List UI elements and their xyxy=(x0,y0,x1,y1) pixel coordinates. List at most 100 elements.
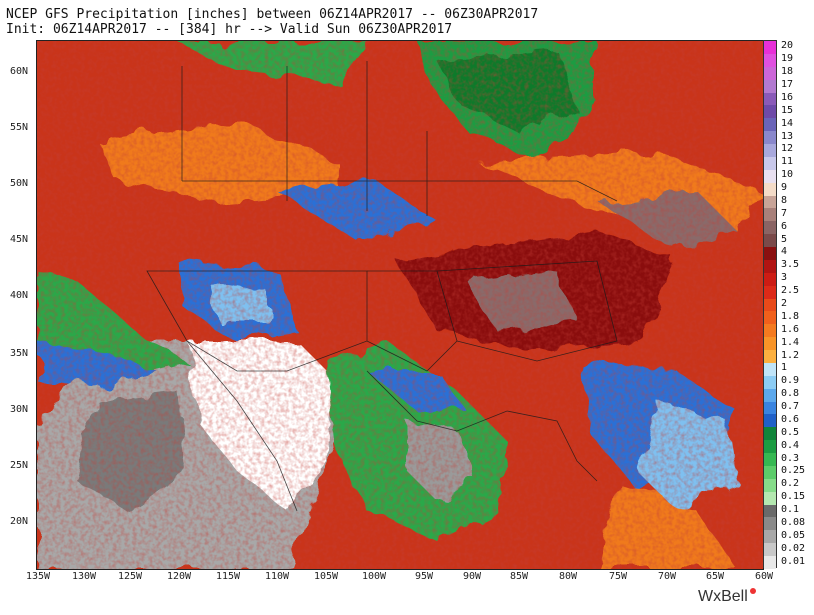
scale-label: 3.5 xyxy=(781,259,800,271)
color-swatch xyxy=(764,324,776,338)
lon-label: 125W xyxy=(117,571,143,582)
scale-label: 0.9 xyxy=(781,375,800,387)
color-swatch xyxy=(764,144,776,158)
scale-label: 0.08 xyxy=(781,516,806,528)
precip-color-scale xyxy=(763,40,777,570)
scale-label: 18 xyxy=(781,66,794,78)
scale-label: 0.8 xyxy=(781,388,800,400)
scale-label: 0.2 xyxy=(781,478,800,490)
lon-label: 70W xyxy=(657,571,677,582)
wxbell-logo: WxBell xyxy=(698,588,756,606)
lon-label: 80W xyxy=(558,571,578,582)
lat-label: 45N xyxy=(10,234,29,245)
lat-label: 60N xyxy=(10,66,29,77)
scale-label: 14 xyxy=(781,117,794,129)
color-swatch xyxy=(764,427,776,441)
color-swatch xyxy=(764,208,776,222)
scale-label: 0.01 xyxy=(781,555,806,567)
lon-label: 75W xyxy=(608,571,628,582)
color-swatch xyxy=(764,453,776,467)
scale-label: 0.05 xyxy=(781,529,806,541)
color-swatch xyxy=(764,66,776,81)
lat-label: 40N xyxy=(10,290,29,301)
lat-label: 30N xyxy=(10,404,29,415)
scale-label: 9 xyxy=(781,182,788,194)
lon-label: 95W xyxy=(414,571,434,582)
color-swatch xyxy=(764,221,776,235)
scale-label: 17 xyxy=(781,79,794,91)
lon-label: 135W xyxy=(25,571,51,582)
lat-label: 35N xyxy=(10,348,29,359)
precip-map xyxy=(36,40,764,570)
color-swatch xyxy=(764,92,776,106)
color-swatch xyxy=(764,478,776,493)
lat-label: 20N xyxy=(10,516,29,527)
color-swatch xyxy=(764,530,776,544)
scale-label: 5 xyxy=(781,233,788,245)
color-swatch xyxy=(764,517,776,531)
scale-label: 13 xyxy=(781,130,794,142)
color-swatch xyxy=(764,388,776,403)
scale-label: 0.15 xyxy=(781,491,806,503)
lon-label: 90W xyxy=(462,571,482,582)
color-swatch xyxy=(764,105,776,119)
init-valid-line: Init: 06Z14APR2017 -- [384] hr --> Valid… xyxy=(6,22,453,37)
color-swatch xyxy=(764,79,776,93)
color-swatch xyxy=(764,556,776,570)
color-swatch xyxy=(764,118,776,132)
color-swatch xyxy=(764,234,776,248)
scale-label: 1.8 xyxy=(781,310,800,322)
lat-label: 55N xyxy=(10,122,29,133)
color-swatch xyxy=(764,247,776,261)
scale-label: 10 xyxy=(781,169,794,181)
brand-dot-icon xyxy=(749,588,756,594)
scale-label: 0.02 xyxy=(781,542,806,554)
lon-label: 110W xyxy=(264,571,290,582)
lon-label: 100W xyxy=(361,571,387,582)
color-swatch xyxy=(764,491,776,506)
color-swatch xyxy=(764,272,776,287)
lon-label: 85W xyxy=(509,571,529,582)
scale-label: 0.25 xyxy=(781,465,806,477)
color-swatch xyxy=(764,285,776,300)
color-swatch xyxy=(764,414,776,428)
lon-label: 60W xyxy=(754,571,774,582)
color-swatch xyxy=(764,298,776,312)
color-swatch xyxy=(764,182,776,197)
scale-label: 4 xyxy=(781,246,788,258)
lat-label: 25N xyxy=(10,460,29,471)
color-swatch xyxy=(764,195,776,209)
lon-label: 120W xyxy=(166,571,192,582)
color-swatch xyxy=(764,401,776,415)
scale-label: 20 xyxy=(781,40,794,52)
chart-title: NCEP GFS Precipitation [inches] between … xyxy=(6,7,539,22)
scale-label: 19 xyxy=(781,53,794,65)
color-swatch xyxy=(764,362,776,377)
brand-name: WxBell xyxy=(698,588,748,605)
scale-label: 0.4 xyxy=(781,439,800,451)
color-swatch xyxy=(764,504,776,518)
scale-label: 0.6 xyxy=(781,413,800,425)
lon-label: 130W xyxy=(71,571,97,582)
color-swatch xyxy=(764,156,776,171)
color-swatch xyxy=(764,169,776,184)
lon-label: 105W xyxy=(313,571,339,582)
scale-label: 2 xyxy=(781,298,788,309)
scale-label: 0.7 xyxy=(781,401,800,413)
color-swatch xyxy=(764,259,776,274)
scale-label: 11 xyxy=(781,156,794,168)
scale-label: 0.1 xyxy=(781,504,800,516)
lat-label: 50N xyxy=(10,178,29,189)
lon-label: 65W xyxy=(705,571,725,582)
scale-label: 15 xyxy=(781,104,794,116)
scale-label: 0.3 xyxy=(781,452,800,464)
scale-label: 8 xyxy=(781,194,788,206)
scale-label: 1 xyxy=(781,362,788,374)
scale-label: 7 xyxy=(781,207,788,219)
color-swatch xyxy=(764,350,776,364)
scale-label: 1.2 xyxy=(781,349,800,361)
scale-label: 6 xyxy=(781,220,788,232)
color-swatch xyxy=(764,131,776,145)
color-swatch xyxy=(764,543,776,557)
color-swatch xyxy=(764,465,776,480)
